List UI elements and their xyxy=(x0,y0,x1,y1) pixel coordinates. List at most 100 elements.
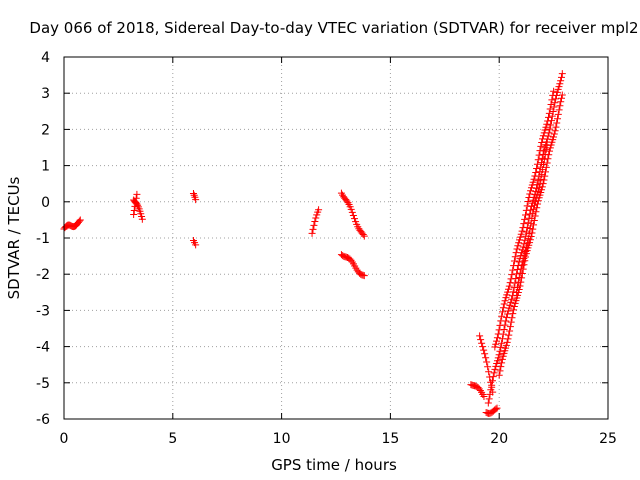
data-point xyxy=(553,119,561,127)
data-point xyxy=(541,150,549,158)
data-point xyxy=(493,334,501,342)
data-point xyxy=(484,399,492,407)
data-point xyxy=(498,359,506,367)
data-point xyxy=(533,160,541,168)
data-point xyxy=(531,172,539,180)
data-point xyxy=(508,295,516,303)
data-point xyxy=(497,317,505,325)
data-point xyxy=(536,180,544,188)
data-point xyxy=(360,272,368,280)
data-point xyxy=(496,367,504,375)
data-points xyxy=(60,70,566,417)
data-point xyxy=(557,73,565,81)
data-point xyxy=(554,115,562,123)
data-point xyxy=(521,251,529,259)
data-point xyxy=(491,365,499,373)
data-point xyxy=(506,279,514,287)
data-point xyxy=(518,227,526,235)
data-point xyxy=(504,307,512,315)
data-point xyxy=(533,191,541,199)
data-point xyxy=(507,318,515,326)
data-point xyxy=(130,207,138,215)
data-point xyxy=(556,102,564,110)
x-tick-label: 15 xyxy=(381,431,399,447)
data-point xyxy=(497,363,505,371)
data-point xyxy=(533,165,541,173)
data-point xyxy=(478,339,486,347)
x-tick-label: 20 xyxy=(490,431,508,447)
chart-title: Day 066 of 2018, Sidereal Day-to-day VTE… xyxy=(29,19,638,37)
data-point xyxy=(529,210,537,218)
data-point xyxy=(545,109,553,117)
data-point xyxy=(538,171,546,179)
data-point xyxy=(553,88,561,96)
y-tick-label: 0 xyxy=(41,195,50,211)
data-point xyxy=(519,224,527,232)
data-point xyxy=(503,338,511,346)
data-point xyxy=(556,80,564,88)
data-point xyxy=(480,392,488,400)
y-tick-label: 1 xyxy=(41,159,50,175)
data-point xyxy=(527,187,535,195)
data-point xyxy=(511,253,519,261)
y-tick-label: -5 xyxy=(36,376,50,392)
data-point xyxy=(544,113,552,121)
data-point xyxy=(522,211,530,219)
x-tick-label: 10 xyxy=(273,431,291,447)
data-point xyxy=(494,354,502,362)
data-point xyxy=(515,274,523,282)
data-point xyxy=(542,163,550,171)
data-point xyxy=(508,314,516,322)
data-point xyxy=(483,358,491,366)
data-point xyxy=(555,106,563,114)
data-point xyxy=(539,132,547,140)
axis-ticks: 0 5 10 15 20 25 -6 -5 -4 -3 -2 -1 0 1 2 3 4 xyxy=(36,50,617,447)
data-point xyxy=(548,96,556,104)
data-point xyxy=(517,265,525,273)
x-axis-label: GPS time / hours xyxy=(271,456,397,474)
y-tick-label: -2 xyxy=(36,267,50,283)
data-point xyxy=(558,70,566,78)
data-point xyxy=(516,269,524,277)
data-point xyxy=(347,205,355,213)
data-point xyxy=(500,300,508,308)
data-point xyxy=(131,202,139,210)
data-point xyxy=(531,198,539,206)
data-point xyxy=(551,127,559,135)
data-point xyxy=(477,336,485,344)
data-point xyxy=(535,184,543,192)
y-tick-label: 4 xyxy=(41,50,50,66)
data-point xyxy=(517,230,525,238)
data-point xyxy=(524,235,532,243)
data-point xyxy=(506,327,514,335)
data-point xyxy=(538,138,546,146)
data-point xyxy=(493,404,501,412)
data-point xyxy=(528,214,536,222)
data-point xyxy=(132,194,140,202)
data-point xyxy=(309,225,317,233)
data-point xyxy=(498,339,506,347)
data-point xyxy=(550,130,558,138)
data-point xyxy=(485,368,493,376)
data-point xyxy=(315,206,323,214)
data-point xyxy=(497,343,505,351)
data-point xyxy=(540,155,548,163)
data-point xyxy=(484,363,492,371)
data-point xyxy=(505,331,513,339)
data-point xyxy=(360,232,368,240)
data-point xyxy=(495,351,503,359)
data-point xyxy=(525,230,533,238)
data-point xyxy=(480,346,488,354)
data-point xyxy=(537,175,545,183)
data-point xyxy=(499,308,507,316)
data-point xyxy=(546,147,554,155)
data-point xyxy=(526,224,534,232)
data-point xyxy=(540,176,548,184)
data-point xyxy=(555,83,563,91)
data-point xyxy=(495,371,503,379)
data-point xyxy=(495,326,503,334)
data-point xyxy=(347,256,355,264)
y-tick-label: -3 xyxy=(36,303,50,319)
data-point xyxy=(498,355,506,363)
data-point xyxy=(526,190,534,198)
